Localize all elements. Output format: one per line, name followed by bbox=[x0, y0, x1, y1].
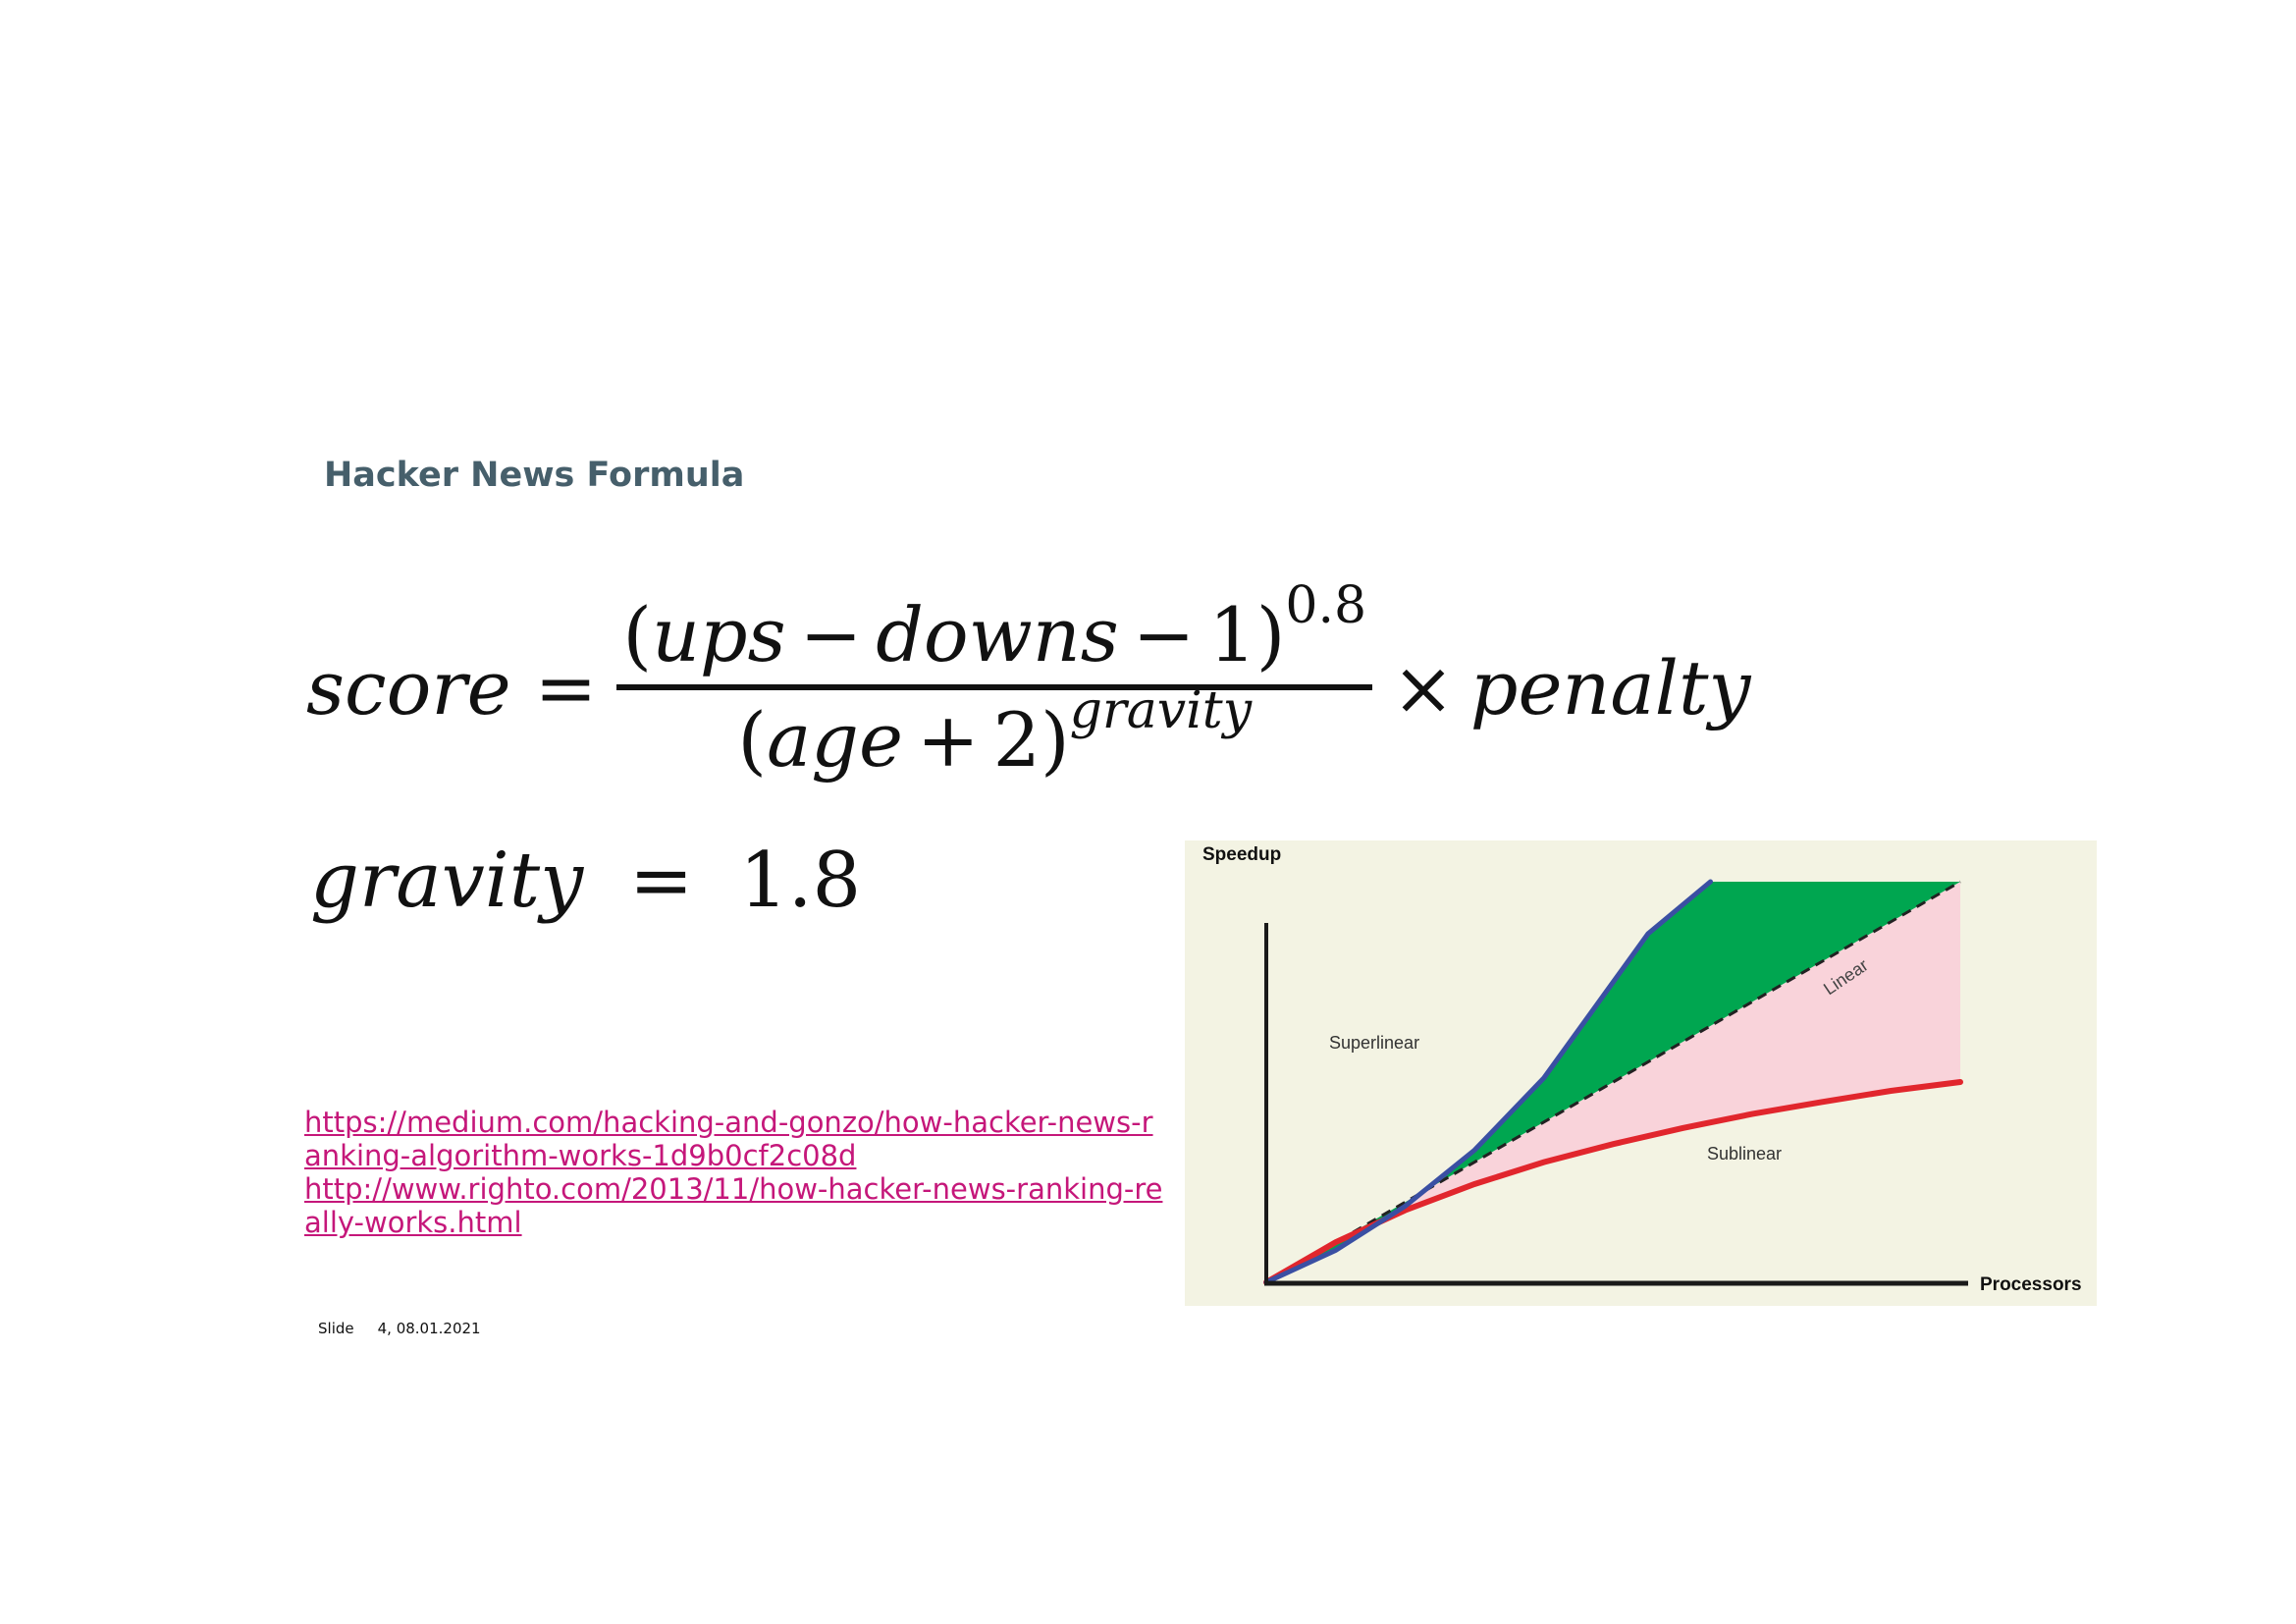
den-two: 2 bbox=[992, 696, 1041, 784]
formula-lhs: score bbox=[306, 643, 511, 731]
den-open-paren: ( bbox=[737, 696, 767, 784]
y-axis-label: Speedup bbox=[1202, 844, 1281, 865]
speedup-chart: Speedup Processors Superlinear Linear Su… bbox=[1185, 840, 2097, 1306]
gravity-lhs: gravity bbox=[310, 837, 584, 925]
superlinear-label: Superlinear bbox=[1329, 1033, 1419, 1053]
reference-links: https://medium.com/hacking-and-gonzo/how… bbox=[304, 1106, 1168, 1239]
x-axis-label: Processors bbox=[1980, 1274, 2082, 1295]
formula-equals: = bbox=[534, 643, 598, 731]
num-close-paren: ) bbox=[1255, 591, 1286, 678]
gravity-equals: = bbox=[628, 837, 694, 925]
reference-link-medium[interactable]: https://medium.com/hacking-and-gonzo/how… bbox=[304, 1106, 1153, 1172]
slide-footer: Slide 4, 08.01.2021 bbox=[318, 1320, 481, 1337]
gravity-value: 1.8 bbox=[739, 837, 862, 925]
den-age: age bbox=[767, 696, 903, 784]
num-minus-1: − bbox=[799, 591, 863, 678]
formula-denominator: (age +2)gravity bbox=[731, 685, 1257, 784]
formula-fraction: (ups − downs −1)0.8 (age +2)gravity bbox=[616, 580, 1373, 784]
num-minus-2: − bbox=[1132, 591, 1196, 678]
speedup-chart-svg: Speedup Processors Superlinear Linear Su… bbox=[1202, 844, 2082, 1295]
num-open-paren: ( bbox=[622, 591, 652, 678]
num-exponent: 0.8 bbox=[1285, 576, 1367, 635]
den-plus: + bbox=[916, 696, 980, 784]
slide-title: Hacker News Formula bbox=[324, 456, 745, 495]
sublinear-label: Sublinear bbox=[1707, 1144, 1782, 1164]
footer-number-date: 4, 08.01.2021 bbox=[377, 1320, 481, 1337]
num-ups: ups bbox=[651, 591, 786, 678]
score-formula: score = (ups − downs −1)0.8 (age +2)gravity … bbox=[306, 579, 1750, 795]
footer-slide-label: Slide bbox=[318, 1320, 354, 1337]
gravity-definition: gravity = 1.8 bbox=[310, 837, 861, 925]
reference-link-righto[interactable]: http://www.righto.com/2013/11/how-hacker… bbox=[304, 1172, 1163, 1239]
den-exponent: gravity bbox=[1069, 681, 1253, 740]
den-close-paren: ) bbox=[1040, 696, 1070, 784]
linear-line bbox=[1265, 880, 1961, 1284]
superlinear-line bbox=[1263, 879, 1713, 1285]
num-one: 1 bbox=[1208, 591, 1256, 678]
formula-numerator: (ups − downs −1)0.8 bbox=[616, 580, 1372, 678]
fraction-bar bbox=[616, 684, 1373, 690]
formula-times: × bbox=[1392, 643, 1455, 731]
num-downs: downs bbox=[876, 591, 1119, 678]
formula-penalty: penalty bbox=[1469, 643, 1751, 731]
